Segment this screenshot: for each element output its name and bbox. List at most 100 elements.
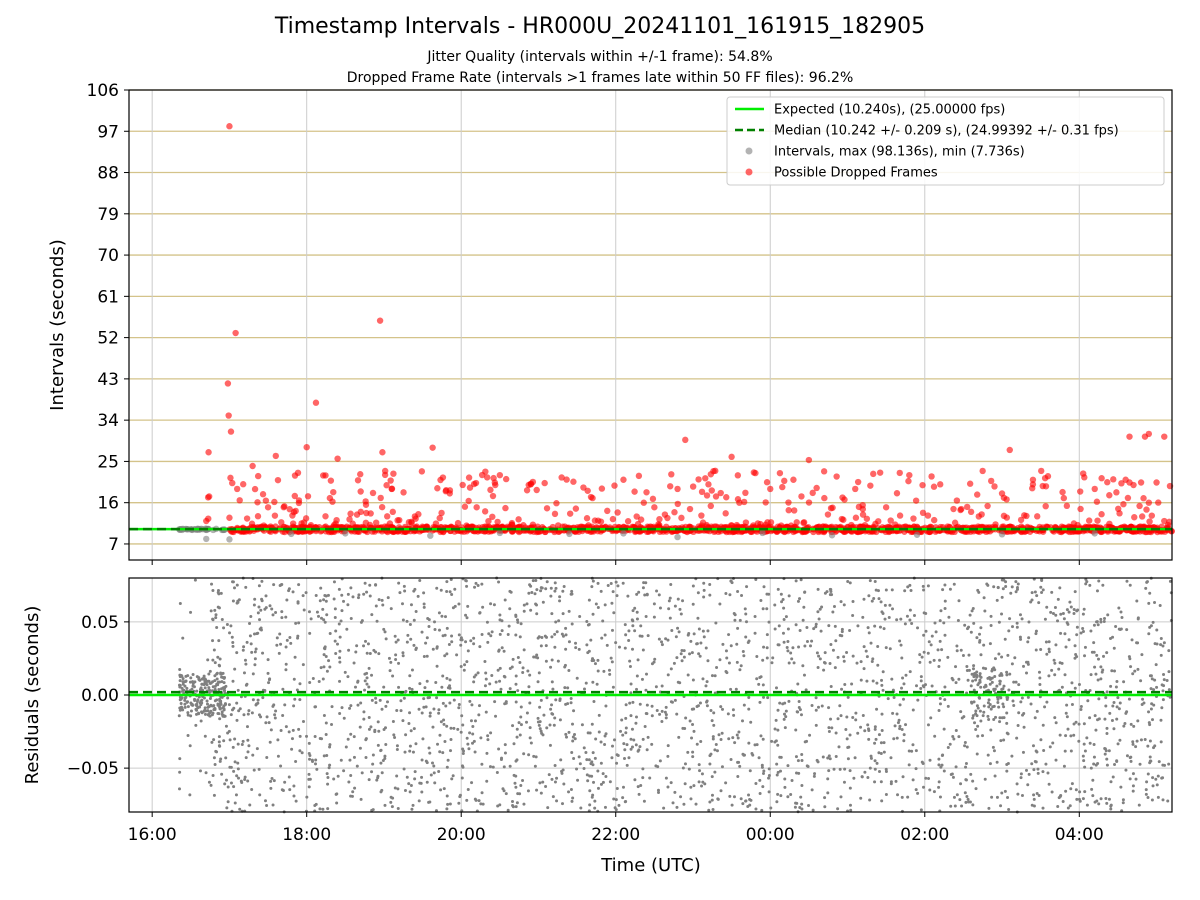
residual-point xyxy=(536,716,540,720)
residual-point xyxy=(916,698,920,702)
residual-point xyxy=(645,703,649,707)
residual-point xyxy=(420,630,424,634)
residual-point xyxy=(552,723,556,727)
residual-point xyxy=(814,625,818,629)
dropped-frame-point xyxy=(278,519,285,526)
residual-point xyxy=(675,712,679,716)
residual-point xyxy=(934,630,938,634)
residual-point xyxy=(217,735,221,739)
residual-point xyxy=(652,660,656,664)
residual-point xyxy=(1151,784,1155,788)
residual-point xyxy=(425,679,429,683)
residual-point xyxy=(1044,640,1048,644)
residual-point xyxy=(1015,625,1019,629)
dropped-frame-point xyxy=(870,470,877,478)
residual-point xyxy=(1095,620,1099,624)
residual-point xyxy=(996,585,1000,589)
residual-point xyxy=(195,700,199,704)
residual-point xyxy=(1001,687,1005,691)
dropped-frame-point xyxy=(429,444,436,451)
residual-point xyxy=(1160,706,1164,710)
residual-point xyxy=(571,796,575,800)
residual-point xyxy=(183,702,187,706)
residual-point xyxy=(528,583,532,587)
residual-point xyxy=(271,803,275,807)
residual-point xyxy=(938,619,942,623)
residual-point xyxy=(882,741,886,745)
residual-point xyxy=(432,764,436,768)
residual-point xyxy=(988,642,992,646)
residual-point xyxy=(211,617,215,621)
residual-point xyxy=(1125,579,1129,583)
dropped-frame-point xyxy=(598,485,606,492)
residual-point xyxy=(907,749,911,753)
residual-point xyxy=(395,774,399,778)
residual-point xyxy=(484,677,488,681)
residual-point xyxy=(1148,723,1152,727)
residual-point xyxy=(798,806,802,810)
residual-point xyxy=(290,737,294,741)
residual-point xyxy=(1077,682,1081,686)
dropped-frame-point xyxy=(722,510,729,517)
residual-point xyxy=(220,687,224,691)
residual-point xyxy=(682,649,686,653)
residual-point xyxy=(1102,617,1106,621)
residual-point xyxy=(691,755,695,759)
residual-point xyxy=(1083,654,1087,658)
dropped-frame-point xyxy=(272,452,279,460)
residual-point xyxy=(1081,754,1085,758)
residual-point xyxy=(1062,617,1066,621)
residual-point xyxy=(288,635,292,639)
residual-point xyxy=(297,621,301,625)
residual-point xyxy=(219,699,223,703)
dropped-frame-point xyxy=(686,505,694,513)
residual-point xyxy=(820,704,824,708)
residual-point xyxy=(702,595,706,599)
residual-point xyxy=(902,739,906,743)
residual-point xyxy=(922,650,926,654)
residual-point xyxy=(936,648,940,652)
dropped-frame-point xyxy=(466,484,474,491)
residual-point xyxy=(1030,591,1034,595)
residual-point xyxy=(322,653,326,657)
residual-point xyxy=(473,585,477,589)
residual-point xyxy=(753,615,757,619)
residual-point xyxy=(448,678,452,682)
residual-point xyxy=(1110,719,1114,723)
residual-point xyxy=(805,764,809,768)
residual-point xyxy=(1042,749,1046,753)
residual-point xyxy=(680,659,684,663)
residual-point xyxy=(776,743,780,747)
residual-point xyxy=(371,762,375,766)
dropped-frame-point xyxy=(307,522,315,529)
dropped-frame-point xyxy=(708,487,715,494)
residual-point xyxy=(794,579,798,583)
residual-point xyxy=(765,633,769,637)
residual-point xyxy=(349,704,353,708)
residual-point xyxy=(1053,606,1057,610)
residual-point xyxy=(342,769,346,773)
residual-point xyxy=(802,673,806,677)
residual-point xyxy=(294,799,298,803)
dropped-frame-point xyxy=(240,481,247,488)
residual-point xyxy=(908,670,912,674)
residual-point xyxy=(535,612,539,616)
residual-point xyxy=(855,661,859,665)
residual-point xyxy=(744,799,748,803)
residual-point xyxy=(1045,652,1049,656)
dropped-frame-point xyxy=(1077,488,1084,495)
residual-point xyxy=(648,776,652,780)
residual-point xyxy=(210,713,214,717)
residual-point xyxy=(993,774,997,778)
residual-point xyxy=(843,767,847,771)
residual-point xyxy=(1063,632,1067,636)
residual-point xyxy=(888,603,892,607)
residual-point xyxy=(762,645,766,649)
dropped-frame-point xyxy=(289,512,296,519)
residual-point xyxy=(240,742,244,746)
dropped-frame-point xyxy=(264,504,272,511)
residual-point xyxy=(924,776,928,780)
dropped-frame-point xyxy=(905,477,912,485)
residual-point xyxy=(720,765,724,769)
dropped-frame-point xyxy=(377,494,384,502)
